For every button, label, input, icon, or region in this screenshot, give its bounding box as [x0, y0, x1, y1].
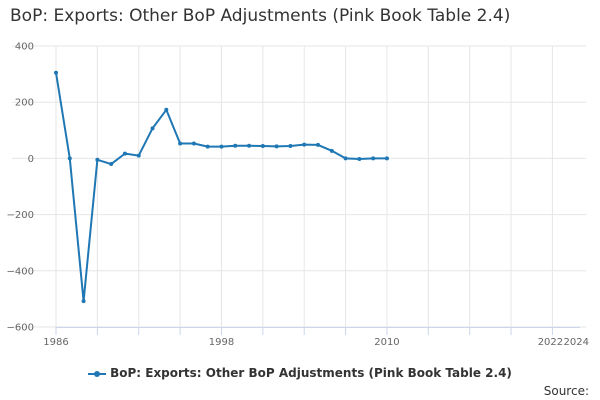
series-layer	[54, 70, 389, 304]
data-point	[81, 299, 86, 304]
data-point	[205, 144, 210, 149]
data-point	[191, 141, 196, 146]
data-point	[247, 143, 252, 148]
data-point	[260, 144, 265, 149]
data-point	[136, 153, 141, 158]
x-tick-label: 2024	[564, 337, 589, 348]
x-tick-label: 1998	[209, 337, 234, 348]
data-point	[67, 156, 72, 161]
legend-line-marker-icon	[88, 369, 107, 379]
y-tick-label: 400	[15, 42, 34, 53]
data-point	[233, 143, 238, 148]
y-tick-label: −400	[7, 266, 34, 277]
y-tick-label: 0	[28, 154, 34, 165]
x-axis-labels: 1986 1998 2010 2022 2024	[43, 337, 589, 348]
data-point	[316, 142, 320, 147]
data-point	[150, 126, 155, 131]
x-tick-label: 2022	[538, 337, 563, 348]
data-point	[302, 142, 307, 147]
data-point	[164, 107, 169, 112]
y-tick-label: 200	[15, 98, 34, 109]
data-point	[343, 156, 348, 161]
data-point	[219, 144, 224, 149]
y-tick-label: −200	[7, 210, 34, 221]
data-point	[329, 148, 334, 153]
legend[interactable]: BoP: Exports: Other BoP Adjustments (Pin…	[0, 366, 600, 380]
data-point	[178, 141, 183, 146]
data-point	[274, 144, 279, 149]
x-tick-label: 2010	[374, 337, 399, 348]
x-tick-label: 1986	[43, 337, 68, 348]
source-label: Source:	[543, 384, 589, 398]
data-point	[122, 151, 127, 156]
y-axis-labels: 400 200 0 −200 −400 −600	[7, 42, 34, 334]
data-point	[288, 144, 293, 149]
data-point	[109, 162, 114, 167]
data-point	[54, 70, 58, 75]
data-point	[357, 156, 362, 161]
data-point	[384, 156, 389, 161]
grid-lines	[12, 45, 586, 328]
chart-title: BoP: Exports: Other BoP Adjustments (Pin…	[10, 6, 511, 26]
legend-label: BoP: Exports: Other BoP Adjustments (Pin…	[110, 366, 512, 380]
data-point	[95, 157, 100, 162]
x-axis	[55, 327, 580, 335]
y-tick-label: −600	[7, 323, 34, 334]
data-point	[371, 156, 376, 161]
